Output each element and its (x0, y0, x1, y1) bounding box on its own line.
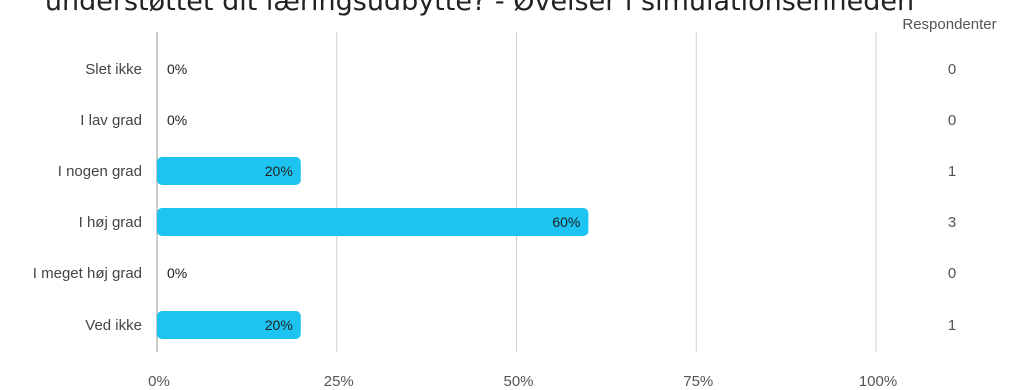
category-label: Slet ikke (85, 61, 142, 78)
chart-title: understøttet dit læringsudbytte? - Øvels… (44, 0, 915, 17)
respondent-count: 0 (948, 61, 956, 78)
category-label: I høj grad (79, 214, 142, 231)
value-label: 60% (552, 214, 580, 230)
value-label: 20% (265, 163, 293, 179)
category-label: Ved ikke (85, 317, 142, 334)
x-tick-label: 25% (324, 373, 354, 390)
bar (157, 157, 301, 185)
value-label: 20% (265, 317, 293, 333)
x-tick-label: 0% (148, 373, 170, 390)
bar (157, 208, 589, 236)
respondent-count: 0 (948, 265, 956, 282)
x-tick-label: 100% (859, 373, 897, 390)
respondent-count: 0 (948, 112, 956, 129)
bar (157, 311, 301, 339)
category-label: I nogen grad (58, 163, 142, 180)
x-tick-label: 75% (683, 373, 713, 390)
respondent-count: 1 (948, 317, 956, 334)
respondent-count: 1 (948, 163, 956, 180)
value-label: 0% (167, 61, 187, 77)
category-label: I lav grad (80, 112, 142, 129)
x-tick-label: 50% (503, 373, 533, 390)
respondent-count: 3 (948, 214, 956, 231)
category-label: I meget høj grad (33, 265, 142, 282)
value-label: 0% (167, 265, 187, 281)
value-label: 0% (167, 112, 187, 128)
respondents-header: Respondenter (902, 16, 997, 33)
